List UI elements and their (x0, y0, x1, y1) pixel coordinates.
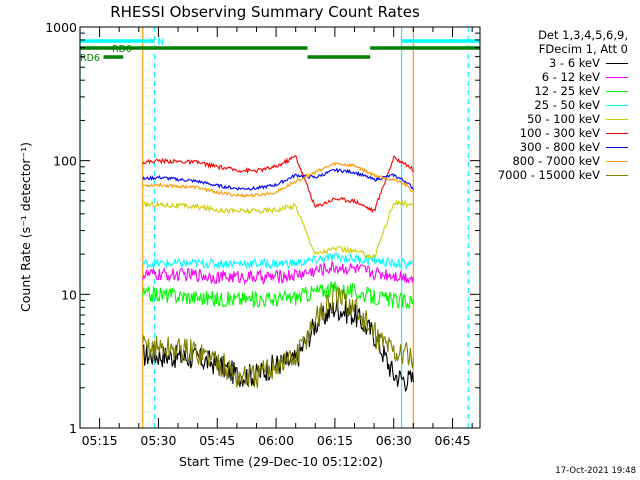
series-line-8 (142, 284, 414, 389)
legend-swatch (606, 77, 628, 78)
y-tick-label-2: 100 (53, 154, 77, 169)
legend-swatch (606, 91, 628, 92)
status-bars: N RD0 RD6 (80, 37, 480, 64)
x-axis-label: Start Time (29-Dec-10 05:12:02) (179, 454, 383, 469)
status-bar-label-2: RD6 (80, 53, 100, 64)
series-line-7 (142, 162, 414, 198)
x-tick-label-1: 05:30 (140, 433, 176, 448)
x-tick-label-2: 05:45 (199, 433, 235, 448)
y-tick-label-0: 1 (69, 421, 77, 436)
legend: Det 1,3,4,5,6,9, FDecim 1, Att 0 3 - 6 k… (470, 0, 640, 182)
legend-swatch (606, 119, 628, 120)
legend-entry-label: 12 - 25 keV (534, 84, 600, 98)
status-bar-label-1: RD0 (112, 44, 132, 55)
y-tick-label-3: 1000 (45, 20, 77, 35)
legend-entry: 800 - 7000 keV (470, 154, 640, 168)
legend-header-line-2: FDecim 1, Att 0 (538, 42, 628, 56)
series-line-3 (142, 252, 414, 270)
x-tick-label-4: 06:15 (317, 433, 353, 448)
x-tick-label-5: 06:30 (376, 433, 412, 448)
legend-swatch (606, 175, 628, 176)
legend-entry: 12 - 25 keV (470, 84, 640, 98)
series-line-2 (142, 281, 414, 310)
legend-entry-label: 100 - 300 keV (519, 126, 600, 140)
legend-entry-label: 50 - 100 keV (527, 112, 600, 126)
legend-entry: 300 - 800 keV (470, 140, 640, 154)
legend-entry-label: 6 - 12 keV (541, 70, 600, 84)
legend-entry-label: 7000 - 15000 keV (497, 168, 600, 182)
series-line-4 (142, 198, 414, 259)
legend-entry: 6 - 12 keV (470, 70, 640, 84)
legend-swatch (606, 147, 628, 148)
x-tick-label-0: 05:15 (82, 433, 118, 448)
legend-swatch (606, 105, 628, 106)
legend-entry-label: 800 - 7000 keV (512, 154, 600, 168)
series-line-5 (142, 155, 414, 214)
legend-header-line-1: Det 1,3,4,5,6,9, (538, 28, 628, 42)
series-line-6 (142, 167, 414, 191)
series-line-1 (142, 259, 414, 286)
legend-entry-label: 300 - 800 keV (519, 140, 600, 154)
legend-entry: 7000 - 15000 keV (470, 168, 640, 182)
series-layer (142, 155, 414, 393)
y-axis-label: Count Rate (s⁻¹ detector⁻¹) (18, 142, 33, 312)
chart-title: RHESSI Observing Summary Count Rates (110, 3, 420, 21)
legend-entries: 3 - 6 keV 6 - 12 keV 12 - 25 keV 25 - 50 ke… (470, 56, 640, 182)
legend-entry: 3 - 6 keV (470, 56, 640, 70)
legend-entry: 100 - 300 keV (470, 126, 640, 140)
plot-frame (79, 26, 481, 429)
x-tick-label-6: 06:45 (435, 433, 471, 448)
legend-swatch (606, 161, 628, 162)
series-line-0 (142, 299, 414, 393)
x-tick-label-3: 06:00 (258, 433, 294, 448)
status-bar-label-0: N (157, 37, 164, 48)
y-tick-label-1: 10 (61, 287, 77, 302)
legend-entry: 25 - 50 keV (470, 98, 640, 112)
legend-swatch (606, 63, 628, 64)
legend-entry-label: 3 - 6 keV (549, 56, 600, 70)
legend-swatch (606, 133, 628, 134)
legend-entry: 50 - 100 keV (470, 112, 640, 126)
footer-timestamp: 17-Oct-2021 19:48 (555, 466, 636, 476)
axes: 1 10 100 1000 05:15 05:30 05:45 06:00 06:15 06:30… (45, 20, 481, 448)
legend-entry-label: 25 - 50 keV (534, 98, 600, 112)
